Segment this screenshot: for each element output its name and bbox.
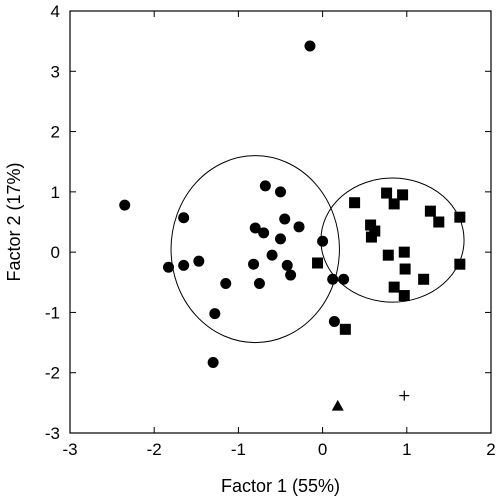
data-point-circle [178, 212, 190, 224]
data-point-circle [207, 356, 219, 368]
data-point-square [339, 323, 351, 335]
data-point-circle [249, 222, 261, 234]
x-tick-label: 0 [318, 440, 327, 459]
data-point-circle [281, 259, 293, 271]
data-point-square [349, 197, 361, 209]
data-point-square [424, 205, 436, 217]
data-point-square [399, 263, 411, 275]
data-point-triangle [331, 399, 344, 411]
data-point-circle [275, 233, 286, 245]
y-tick-label: -1 [45, 303, 60, 322]
y-tick-label: 2 [51, 123, 60, 142]
data-point-circle [209, 308, 221, 320]
data-point-circle [293, 221, 305, 233]
data-point-square [418, 273, 430, 285]
data-point-circle [119, 199, 131, 211]
data-point-square [433, 216, 445, 228]
data-point-square [382, 249, 394, 261]
data-point-circle [163, 261, 175, 273]
x-tick-label: -1 [231, 440, 246, 459]
data-point-circle [220, 277, 232, 289]
data-point-circle [317, 235, 329, 247]
y-tick-label: 4 [51, 2, 60, 21]
data-point-square [398, 290, 410, 302]
x-tick-label: -3 [62, 440, 77, 459]
x-tick-label: 2 [486, 440, 495, 459]
data-point-circle [328, 315, 340, 327]
data-point-circle [279, 213, 291, 225]
data-point-circle [304, 40, 316, 52]
data-point-circle [266, 249, 278, 261]
data-point-circle [248, 258, 260, 270]
data-point-square [398, 246, 410, 258]
data-point-square [381, 187, 393, 199]
y-tick-label: 1 [51, 183, 60, 202]
y-tick-label: -3 [45, 424, 60, 443]
y-tick-label: 0 [51, 243, 60, 262]
data-point-circle [253, 277, 265, 289]
data-point-square [397, 189, 409, 201]
x-tick-label: 1 [402, 440, 411, 459]
data-point-square [454, 211, 466, 223]
y-tick-label: -2 [45, 364, 60, 383]
y-tick-label: 3 [51, 62, 60, 81]
x-axis-label: Factor 1 (55%) [221, 476, 340, 496]
data-point-circle [259, 180, 271, 192]
group-ellipse [170, 155, 340, 344]
data-point-square [454, 258, 466, 270]
x-tick-label: -2 [147, 440, 162, 459]
data-point-square [369, 225, 381, 237]
data-point-square [365, 219, 377, 231]
data-point-circle [327, 273, 339, 285]
data-point-circle [275, 186, 286, 198]
data-point-circle [258, 227, 270, 239]
plot-frame [69, 10, 492, 434]
data-point-circle [178, 259, 190, 271]
y-axis-label: Factor 2 (17%) [4, 162, 24, 281]
data-point-circle [193, 255, 205, 267]
data-point-square [365, 231, 377, 243]
data-point-square [312, 257, 324, 269]
data-point-square [388, 281, 400, 293]
data-point-circle [285, 269, 297, 281]
data-point-square [388, 198, 400, 210]
data-point-circle [338, 273, 350, 285]
